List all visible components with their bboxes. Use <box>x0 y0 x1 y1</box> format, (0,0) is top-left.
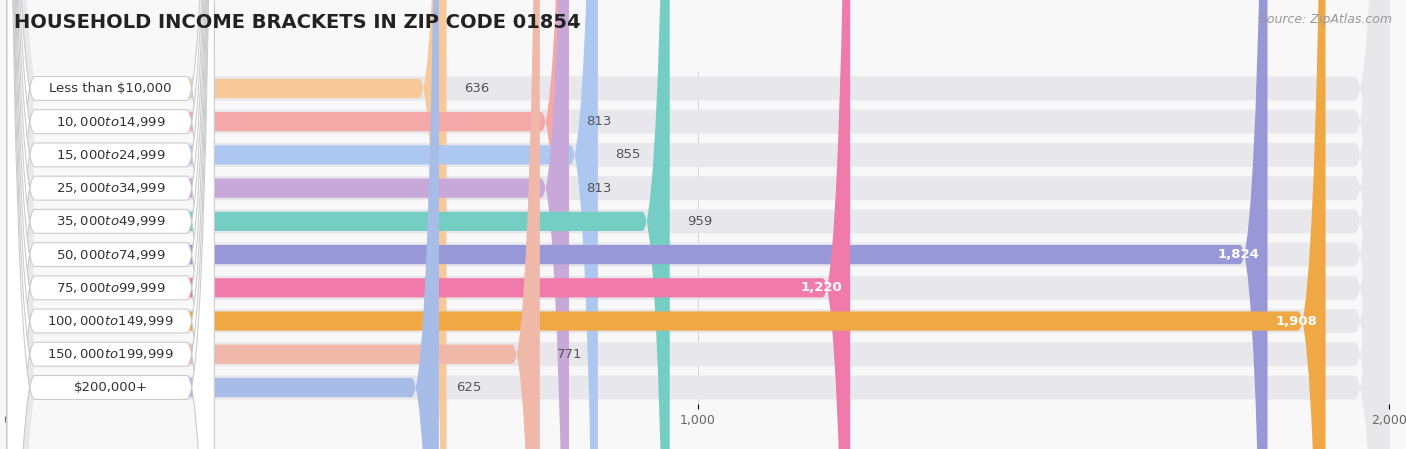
FancyBboxPatch shape <box>7 0 598 449</box>
FancyBboxPatch shape <box>7 0 1389 449</box>
Text: $50,000 to $74,999: $50,000 to $74,999 <box>56 247 166 262</box>
FancyBboxPatch shape <box>7 0 214 449</box>
Text: 813: 813 <box>586 182 612 194</box>
FancyBboxPatch shape <box>7 0 1389 449</box>
Text: 959: 959 <box>688 215 713 228</box>
FancyBboxPatch shape <box>7 0 1267 449</box>
FancyBboxPatch shape <box>7 0 214 449</box>
FancyBboxPatch shape <box>7 0 439 449</box>
Text: $15,000 to $24,999: $15,000 to $24,999 <box>56 148 166 162</box>
Text: $75,000 to $99,999: $75,000 to $99,999 <box>56 281 166 295</box>
Text: 855: 855 <box>616 149 641 161</box>
Text: 625: 625 <box>456 381 482 394</box>
Text: $25,000 to $34,999: $25,000 to $34,999 <box>56 181 166 195</box>
FancyBboxPatch shape <box>7 0 1389 449</box>
FancyBboxPatch shape <box>7 0 540 449</box>
Text: $10,000 to $14,999: $10,000 to $14,999 <box>56 114 166 129</box>
FancyBboxPatch shape <box>7 0 1326 449</box>
Text: HOUSEHOLD INCOME BRACKETS IN ZIP CODE 01854: HOUSEHOLD INCOME BRACKETS IN ZIP CODE 01… <box>14 13 581 32</box>
Text: Source: ZipAtlas.com: Source: ZipAtlas.com <box>1258 13 1392 26</box>
FancyBboxPatch shape <box>7 0 214 449</box>
Text: $35,000 to $49,999: $35,000 to $49,999 <box>56 214 166 229</box>
FancyBboxPatch shape <box>7 0 1389 449</box>
Text: 1,220: 1,220 <box>800 282 842 294</box>
Text: $100,000 to $149,999: $100,000 to $149,999 <box>48 314 174 328</box>
Text: 771: 771 <box>557 348 582 361</box>
FancyBboxPatch shape <box>7 0 214 449</box>
FancyBboxPatch shape <box>7 0 1389 449</box>
Text: 813: 813 <box>586 115 612 128</box>
Text: 1,908: 1,908 <box>1275 315 1317 327</box>
FancyBboxPatch shape <box>7 0 1389 449</box>
FancyBboxPatch shape <box>7 0 214 449</box>
Text: 636: 636 <box>464 82 489 95</box>
FancyBboxPatch shape <box>7 0 669 449</box>
Text: Less than $10,000: Less than $10,000 <box>49 82 172 95</box>
FancyBboxPatch shape <box>7 0 214 449</box>
Text: $150,000 to $199,999: $150,000 to $199,999 <box>48 347 174 361</box>
Text: 1,824: 1,824 <box>1218 248 1260 261</box>
FancyBboxPatch shape <box>7 0 569 449</box>
FancyBboxPatch shape <box>7 0 1389 449</box>
FancyBboxPatch shape <box>7 0 569 449</box>
FancyBboxPatch shape <box>7 0 1389 449</box>
FancyBboxPatch shape <box>7 0 214 449</box>
FancyBboxPatch shape <box>7 0 1389 449</box>
FancyBboxPatch shape <box>7 0 447 449</box>
FancyBboxPatch shape <box>7 0 214 449</box>
FancyBboxPatch shape <box>7 0 214 449</box>
Text: $200,000+: $200,000+ <box>73 381 148 394</box>
FancyBboxPatch shape <box>7 0 1389 449</box>
FancyBboxPatch shape <box>7 0 851 449</box>
FancyBboxPatch shape <box>7 0 214 449</box>
